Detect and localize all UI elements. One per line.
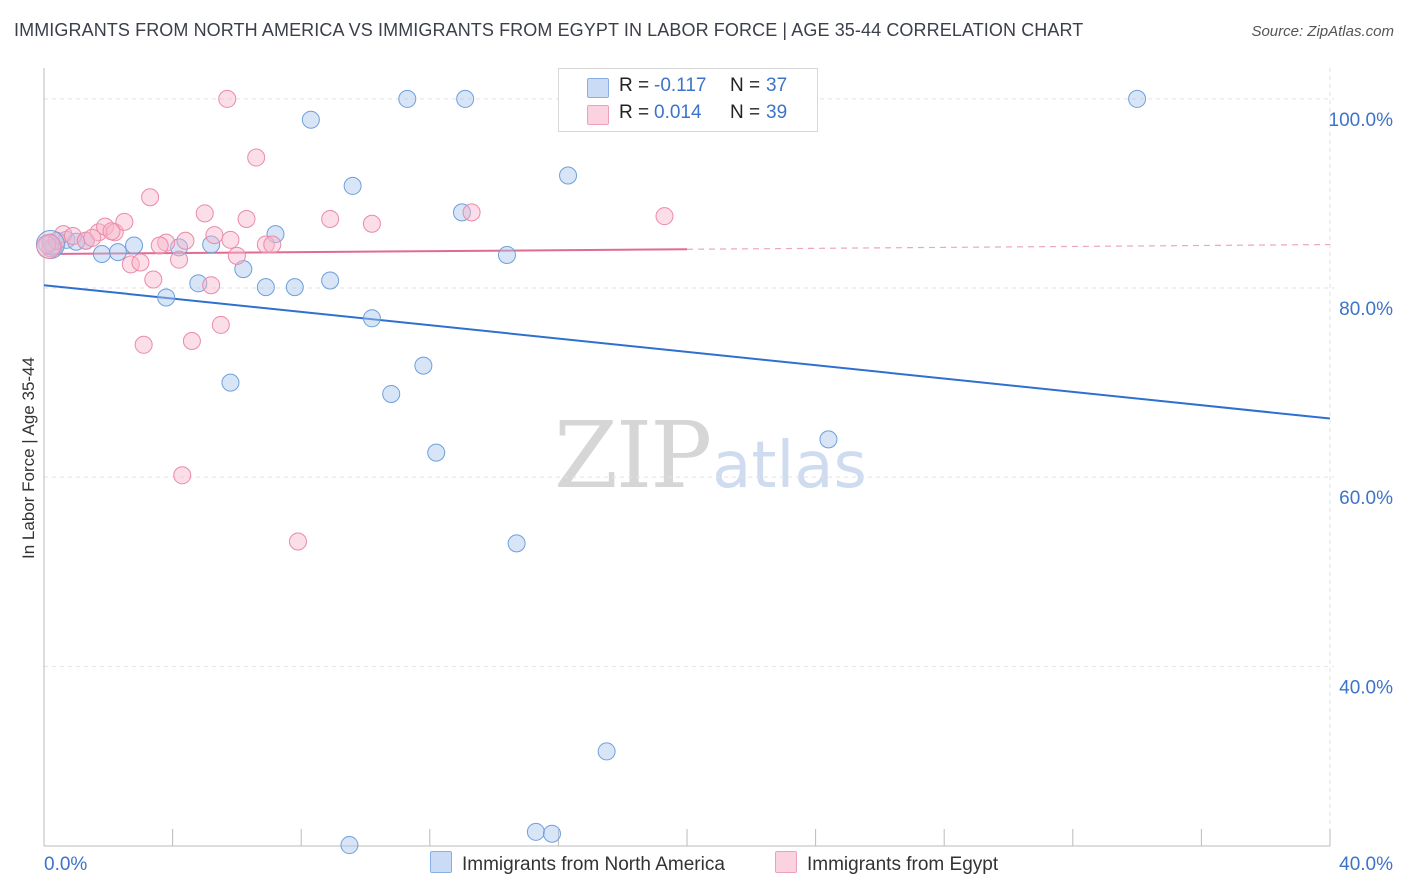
- north-america-point: [285, 278, 304, 297]
- egypt-point: [36, 233, 62, 259]
- bottom-legend-egypt: Immigrants from Egypt: [775, 851, 998, 876]
- north-america-point: [819, 430, 838, 449]
- egypt-point: [227, 246, 246, 265]
- egypt-point: [144, 270, 163, 289]
- north-america-point: [343, 176, 362, 195]
- egypt-point: [182, 332, 201, 351]
- egypt-trend-extension: [686, 243, 1331, 250]
- x-tick-label: 40.0%: [1339, 854, 1393, 875]
- egypt-point: [131, 253, 150, 272]
- north-america-point: [321, 271, 340, 290]
- egypt-point: [205, 226, 224, 245]
- axes: [43, 68, 1331, 847]
- legend-n-label: N =: [730, 102, 761, 123]
- north-america-trend-line: [43, 284, 1331, 420]
- egypt-point: [218, 89, 237, 108]
- bottom-legend-swatch-egypt: [775, 851, 797, 873]
- north-america-point: [256, 278, 275, 297]
- north-america-point: [202, 235, 221, 254]
- legend-n-label: N =: [730, 75, 761, 96]
- egypt-point: [321, 210, 340, 229]
- egypt-point: [150, 236, 169, 255]
- egypt-point: [83, 228, 102, 247]
- north-america-point: [452, 203, 471, 222]
- egypt-point: [176, 231, 195, 250]
- watermark-zip: ZIP: [554, 402, 712, 509]
- bottom-legend-label-north-america: Immigrants from North America: [462, 854, 725, 875]
- data-points: [35, 89, 1147, 855]
- egypt-point: [102, 222, 121, 241]
- north-america-point: [362, 309, 381, 328]
- north-america-point: [157, 288, 176, 307]
- north-america-point: [398, 89, 417, 108]
- north-america-point: [597, 742, 616, 761]
- north-america-point: [526, 822, 545, 841]
- egypt-point: [173, 466, 192, 485]
- x-tick-label: 0.0%: [44, 854, 87, 875]
- egypt-point: [462, 203, 481, 222]
- north-america-point: [125, 236, 144, 255]
- egypt-point: [211, 315, 230, 334]
- egypt-point: [247, 148, 266, 167]
- north-america-point: [92, 245, 111, 264]
- egypt-point: [263, 235, 282, 254]
- egypt-point: [221, 230, 240, 249]
- egypt-point: [202, 276, 221, 295]
- legend-swatch-north-america: [587, 78, 609, 98]
- north-america-point: [340, 836, 359, 855]
- egypt-point: [115, 212, 134, 231]
- north-america-point: [427, 443, 446, 462]
- egypt-point: [195, 204, 214, 223]
- egypt-point: [237, 210, 256, 229]
- y-tick-label: 40.0%: [1339, 677, 1393, 698]
- north-america-point: [1128, 89, 1147, 108]
- y-tick-label: 80.0%: [1339, 299, 1393, 320]
- correlation-legend: R = -0.117 N = 37 R = 0.014 N = 39: [558, 68, 818, 132]
- egypt-point: [256, 235, 275, 254]
- egypt-point: [288, 532, 307, 551]
- north-america-point: [414, 356, 433, 375]
- legend-r-label: R =: [619, 75, 650, 96]
- y-tick-label: 60.0%: [1339, 488, 1393, 509]
- north-america-point: [382, 384, 401, 403]
- legend-r-value: -0.117: [654, 75, 707, 96]
- north-america-point: [108, 243, 127, 262]
- egypt-point: [362, 214, 381, 233]
- north-america-point: [456, 89, 475, 108]
- bottom-legend-label-egypt: Immigrants from Egypt: [807, 854, 999, 875]
- legend-n-value: 39: [766, 102, 788, 123]
- legend-swatch-egypt: [587, 105, 609, 125]
- egypt-point: [96, 217, 115, 236]
- egypt-point: [134, 335, 153, 354]
- chart-title: IMMIGRANTS FROM NORTH AMERICA VS IMMIGRA…: [14, 20, 1084, 40]
- north-america-point: [497, 245, 516, 264]
- chart-source: Source: ZipAtlas.com: [1251, 23, 1394, 40]
- egypt-trend-line: [43, 248, 688, 256]
- north-america-point: [301, 110, 320, 129]
- trend-lines: [43, 243, 1331, 420]
- north-america-point: [507, 534, 526, 553]
- bottom-legend-swatch-north-america: [430, 851, 452, 873]
- watermark-atlas: atlas: [712, 429, 867, 503]
- north-america-point: [234, 260, 253, 279]
- legend-r-label: R =: [619, 102, 650, 123]
- north-america-point: [559, 166, 578, 185]
- egypt-point: [655, 207, 674, 226]
- y-tick-label: 100.0%: [1329, 110, 1394, 131]
- tick-labels: 100.0% 80.0% 60.0% 40.0% 0.0% 40.0%: [44, 110, 1393, 875]
- egypt-point: [38, 235, 57, 254]
- egypt-point: [141, 188, 160, 207]
- legend-n-value: 37: [766, 75, 788, 96]
- y-axis-label: In Labor Force | Age 35-44: [19, 357, 38, 559]
- north-america-point: [542, 824, 561, 843]
- north-america-point: [221, 373, 240, 392]
- grid-lines: [44, 68, 1334, 846]
- egypt-point: [170, 250, 189, 269]
- zipatlas-watermark: ZIPatlas: [554, 402, 867, 509]
- bottom-legend-north-america: Immigrants from North America: [430, 851, 725, 876]
- legend-r-value: 0.014: [654, 102, 702, 123]
